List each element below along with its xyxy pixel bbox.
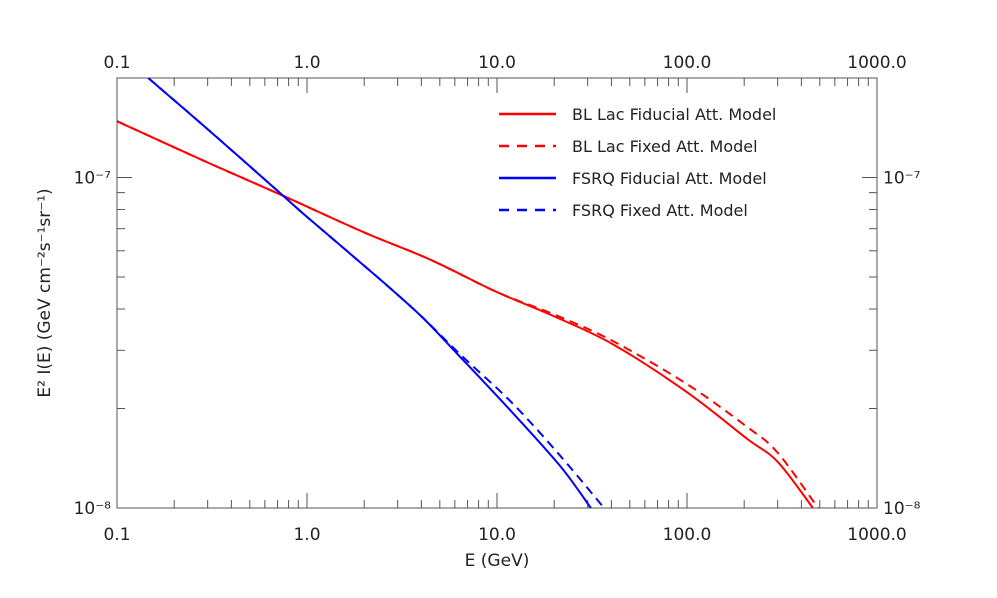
legend: BL Lac Fiducial Att. Model BL Lac Fixed A… [499, 105, 776, 220]
legend-label: FSRQ Fiducial Att. Model [572, 169, 767, 188]
y-tick-label-left: 10⁻⁷ [74, 168, 112, 188]
legend-label: BL Lac Fiducial Att. Model [572, 105, 776, 124]
x-tick-label-top: 1000.0 [847, 53, 906, 73]
y-tick-label-left: 10⁻⁸ [74, 499, 112, 519]
series-line-1 [117, 120, 814, 508]
x-tick-label-top: 100.0 [663, 53, 712, 73]
series-line-3 [147, 78, 592, 508]
x-tick-label-top: 10.0 [478, 53, 516, 73]
y-tick-label-right: 10⁻⁷ [883, 168, 921, 188]
x-tick-label-bottom: 100.0 [663, 525, 712, 545]
axis-ticks [116, 77, 878, 509]
series-line-4 [147, 78, 605, 508]
x-tick-label-bottom: 1.0 [293, 525, 320, 545]
tick-labels: 0.1 0.1 1.0 1.0 10.0 10.0 100.0 100.0 1000.0 1000… [74, 53, 921, 545]
legend-label: BL Lac Fixed Att. Model [572, 137, 758, 156]
x-tick-label-bottom: 0.1 [103, 525, 130, 545]
x-tick-label-bottom: 1000.0 [847, 525, 906, 545]
x-tick-label-top: 1.0 [293, 53, 320, 73]
x-tick-label-bottom: 10.0 [478, 525, 516, 545]
x-axis-label: E (GeV) [465, 551, 530, 571]
y-axis-label: E² I(E) (GeV cm⁻²s⁻¹sr⁻¹) [35, 188, 55, 397]
legend-label: FSRQ Fixed Att. Model [572, 201, 748, 220]
x-tick-label-top: 0.1 [103, 53, 130, 73]
y-tick-label-right: 10⁻⁸ [883, 499, 921, 519]
series-line-2 [117, 120, 819, 508]
series-lines [117, 78, 819, 508]
